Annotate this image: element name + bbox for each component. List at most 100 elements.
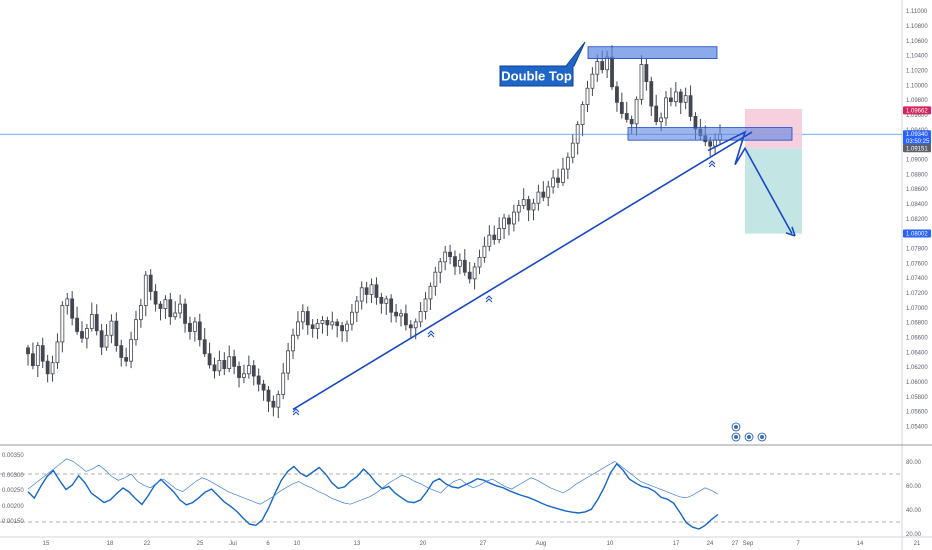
date-tick-label: 27 bbox=[732, 541, 739, 547]
candle-body bbox=[438, 261, 443, 273]
candle-body bbox=[462, 259, 467, 273]
candle-body bbox=[310, 324, 315, 329]
price-tick-label: 1.07200 bbox=[906, 291, 928, 297]
date-tick-label: 15 bbox=[43, 541, 50, 547]
candle-body bbox=[673, 91, 678, 103]
indicator-right-tick: 80.00 bbox=[906, 460, 922, 466]
candle-body bbox=[286, 350, 291, 374]
date-tick-label: 13 bbox=[354, 541, 361, 547]
candle-body bbox=[45, 360, 50, 375]
price-tick-label: 1.07800 bbox=[906, 246, 928, 252]
price-tick-label: 1.10200 bbox=[906, 68, 928, 74]
candle-body bbox=[26, 347, 30, 355]
candle-body bbox=[124, 357, 129, 362]
candle-body bbox=[335, 321, 340, 326]
candle-body bbox=[266, 389, 271, 402]
price-axis[interactable]: 1.11000 1.10800 1.10600 1.10400 1.10200 1.100… bbox=[903, 9, 931, 430]
candle-body bbox=[379, 297, 384, 304]
double-top-zone[interactable] bbox=[587, 46, 718, 59]
candle-body bbox=[134, 319, 138, 341]
price-tick-label: 1.08400 bbox=[906, 202, 928, 208]
candle-body bbox=[276, 394, 281, 408]
ascending-trendline[interactable] bbox=[292, 131, 753, 411]
candle-body bbox=[345, 323, 349, 332]
candle-body bbox=[634, 98, 639, 125]
candle-body bbox=[619, 101, 624, 114]
price-tick-label: 1.08800 bbox=[906, 172, 928, 178]
oscillator-line-primary bbox=[27, 462, 719, 530]
candle-body bbox=[305, 311, 310, 326]
candle-body bbox=[605, 56, 610, 71]
candle-body bbox=[315, 322, 320, 329]
price-tick-label: 1.06200 bbox=[906, 365, 928, 371]
candle-body bbox=[600, 61, 605, 71]
candle-body bbox=[413, 321, 418, 329]
support-zone[interactable] bbox=[627, 127, 793, 141]
date-tick-label: 22 bbox=[144, 541, 151, 547]
candle-body bbox=[212, 364, 217, 372]
candle-body bbox=[251, 365, 256, 377]
event-flag-icon-core bbox=[734, 425, 738, 429]
candle-body bbox=[374, 284, 379, 298]
candle-body bbox=[178, 303, 183, 314]
price-badge-bg bbox=[903, 106, 931, 115]
candle-body bbox=[50, 362, 55, 375]
candle-body bbox=[502, 217, 506, 229]
date-tick-label: 17 bbox=[673, 541, 680, 547]
price-badge-label: 1.08002 bbox=[906, 231, 928, 237]
candle-body bbox=[644, 64, 649, 82]
price-tick-label: 1.05800 bbox=[906, 395, 928, 401]
double-top-callout[interactable]: Double Top bbox=[499, 41, 586, 87]
candle-body bbox=[678, 91, 683, 103]
candle-body bbox=[659, 117, 664, 123]
date-tick-label: 25 bbox=[197, 541, 204, 547]
candle-body bbox=[99, 330, 104, 348]
price-tick-label: 1.05400 bbox=[906, 424, 928, 430]
take-profit-zone[interactable] bbox=[745, 148, 802, 234]
candle-body bbox=[237, 365, 241, 378]
candle-body bbox=[595, 61, 600, 75]
candle-body bbox=[546, 186, 551, 198]
date-axis[interactable]: 15 18 22 25 Jul 6 10 13 20 27 Aug 10 17 24 27 Sep 7 14 21 bbox=[43, 541, 921, 547]
event-flag-icon-core bbox=[760, 435, 764, 439]
price-badge-bg bbox=[903, 229, 931, 238]
candle-body bbox=[561, 168, 565, 183]
candle-body bbox=[148, 274, 153, 292]
callout-text: Double Top bbox=[501, 69, 572, 84]
candle-body bbox=[526, 199, 531, 211]
date-tick-label: Jul bbox=[229, 541, 237, 547]
projection-path[interactable] bbox=[707, 130, 793, 235]
candle-body bbox=[482, 245, 487, 258]
candle-body bbox=[585, 87, 590, 105]
candle-body bbox=[629, 119, 634, 125]
candle-body bbox=[570, 142, 575, 158]
candle-body bbox=[138, 305, 143, 321]
candle-body bbox=[296, 321, 300, 336]
candle-body bbox=[188, 322, 192, 332]
candle-body bbox=[624, 113, 629, 120]
price-badge: 03:50:25 bbox=[903, 136, 931, 145]
candle-body bbox=[80, 331, 84, 339]
price-tick-label: 1.10400 bbox=[906, 54, 928, 60]
price-tick-label: 1.10000 bbox=[906, 83, 928, 89]
candle-body bbox=[453, 256, 457, 267]
candle-body bbox=[492, 234, 497, 240]
indicator-right-tick: 20.00 bbox=[906, 532, 922, 538]
candle-body bbox=[443, 251, 448, 263]
candle-body bbox=[511, 211, 516, 225]
date-tick-label: 14 bbox=[857, 541, 864, 547]
main-pane[interactable]: Double Top bbox=[0, 41, 902, 442]
indicator-left-tick: 0.00250 bbox=[2, 488, 24, 494]
candle-body bbox=[217, 360, 222, 372]
event-flag-icon-core bbox=[747, 435, 751, 439]
candle-body bbox=[477, 256, 482, 268]
candle-body bbox=[497, 228, 502, 240]
date-tick-label: 7 bbox=[796, 541, 800, 547]
candle-body bbox=[418, 311, 423, 323]
indicator-left-tick: 0.00300 bbox=[2, 473, 24, 479]
candle-body bbox=[580, 104, 585, 125]
price-tick-label: 1.09600 bbox=[906, 113, 928, 119]
indicator-pane[interactable]: 0.00350 0.00300 0.00250 0.00200 0.00150 80.00… bbox=[0, 453, 922, 538]
price-badge-label: 1.09340 bbox=[906, 132, 928, 138]
